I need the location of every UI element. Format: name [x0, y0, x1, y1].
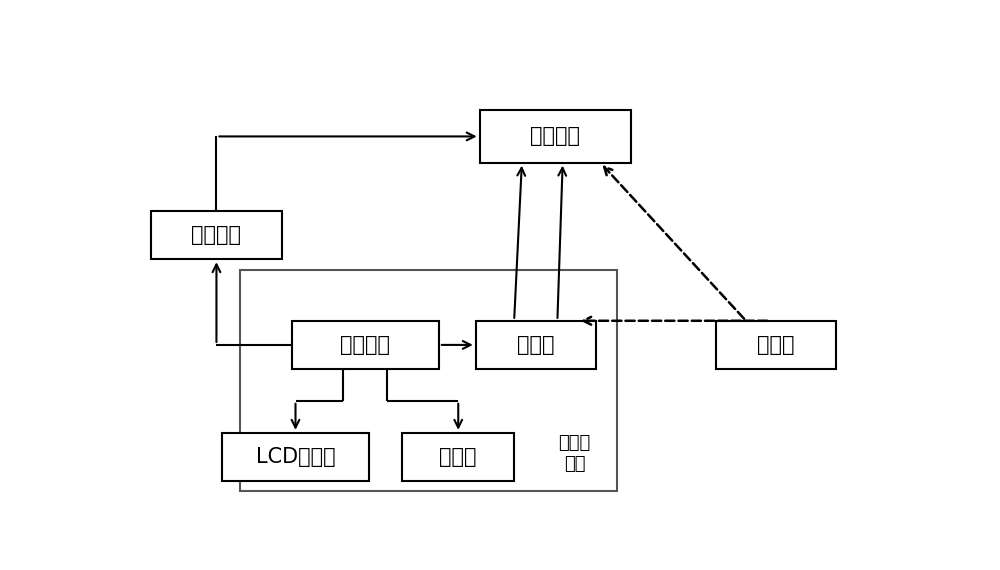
Bar: [240, 270, 617, 491]
Text: LCD显示屏: LCD显示屏: [256, 447, 335, 467]
Text: 摄像头: 摄像头: [517, 335, 554, 355]
Bar: [716, 321, 836, 369]
Text: 触摸屏: 触摸屏: [440, 447, 477, 467]
Text: 投影屏幕: 投影屏幕: [530, 127, 580, 146]
Text: 控制设备: 控制设备: [340, 335, 390, 355]
Bar: [292, 321, 439, 369]
Text: 放映设备: 放映设备: [191, 225, 241, 245]
Bar: [222, 433, 369, 481]
Text: 激光笔: 激光笔: [757, 335, 795, 355]
Bar: [402, 433, 514, 481]
Bar: [476, 321, 596, 369]
Text: 控制子
系统: 控制子 系统: [558, 434, 591, 473]
Bar: [480, 110, 631, 163]
Bar: [151, 211, 282, 259]
